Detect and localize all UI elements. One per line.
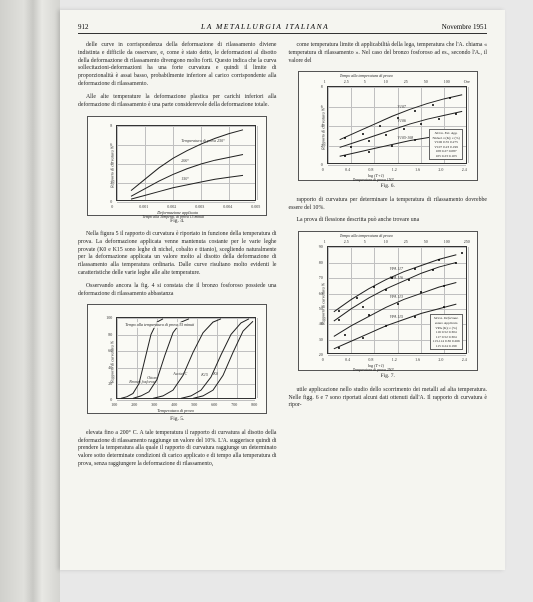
- figure-6: 0246800.40.81.21.62.02.412.55102550100Or…: [289, 71, 488, 190]
- figure-7-caption: Fig. 7.: [289, 373, 488, 380]
- body-text: delle curve in corrispondenza della defo…: [78, 42, 277, 89]
- body-text: come temperatura limite di applicabilità…: [289, 42, 488, 65]
- body-text: Osservando ancora la fig. 4 si constata …: [78, 283, 277, 299]
- figure-5-caption: Fig. 5.: [78, 416, 277, 423]
- figure-6-chart: 0246800.40.81.21.62.02.412.55102550100Or…: [298, 71, 478, 181]
- figure-4: 0246800.0010.0020.0030.0040.005Temperatu…: [78, 116, 277, 225]
- figure-7-chart: 203040506070809000.40.81.21.62.02.412.55…: [298, 231, 478, 371]
- figure-6-caption: Fig. 6.: [289, 183, 488, 190]
- figure-5-chart: 020406080100100200300400500600700800Bron…: [87, 304, 267, 414]
- page-number: 912: [78, 23, 89, 31]
- figure-5: 020406080100100200300400500600700800Bron…: [78, 304, 277, 423]
- right-column: come temperatura limite di applicabilità…: [289, 42, 488, 474]
- journal-title: LA METALLURGIA ITALIANA: [201, 22, 329, 31]
- figure-7: 203040506070809000.40.81.21.62.02.412.55…: [289, 231, 488, 380]
- body-text: Alle alte temperature la deformazione pl…: [78, 94, 277, 110]
- body-text: rapporto di curvatura per determinare la…: [289, 197, 488, 213]
- left-column: delle curve in corrispondenza della defo…: [78, 42, 277, 474]
- journal-page: 912 LA METALLURGIA ITALIANA Novembre 195…: [60, 10, 505, 570]
- issue-date: Novembre 1951: [442, 23, 487, 31]
- page-header: 912 LA METALLURGIA ITALIANA Novembre 195…: [78, 22, 487, 34]
- body-text: elevata fino a 200° C. A tale temperatur…: [78, 430, 277, 469]
- two-column-layout: delle curve in corrispondenza della defo…: [78, 42, 487, 474]
- body-text: utile applicazione nello studio dello sc…: [289, 387, 488, 410]
- figure-4-chart: 0246800.0010.0020.0030.0040.005Temperatu…: [87, 116, 267, 216]
- body-text: Nella figura 5 il rapporto di curvatura …: [78, 231, 277, 278]
- page-spine: [0, 0, 60, 602]
- body-text: La prova di flessione descritta può anch…: [289, 217, 488, 225]
